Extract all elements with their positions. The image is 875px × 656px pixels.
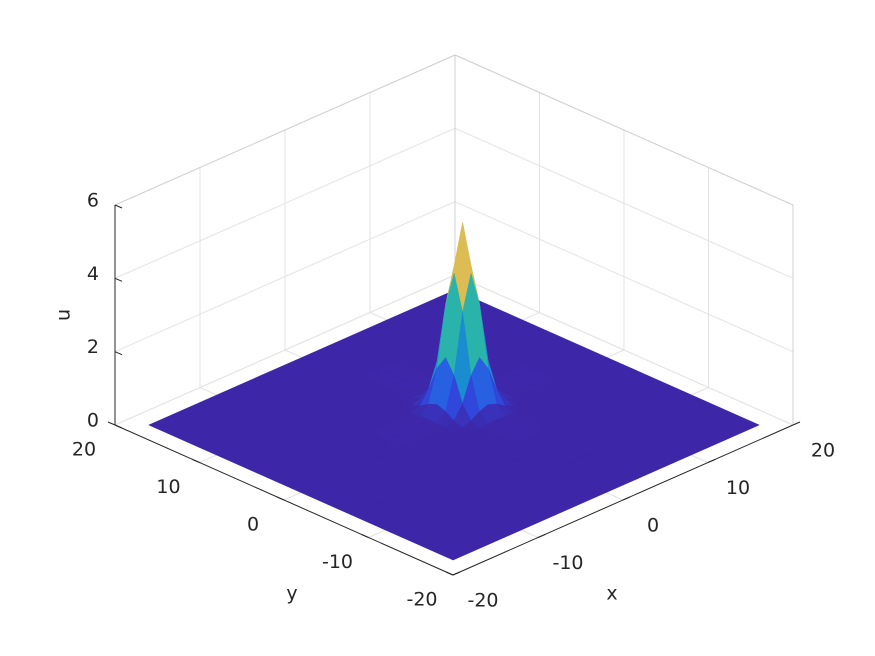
y-axis-label: y (286, 583, 297, 605)
x-axis-label: x (606, 583, 617, 605)
y-tick-label: 10 (156, 476, 180, 498)
x-tick (792, 421, 801, 426)
z-tick-label: 6 (87, 190, 99, 212)
z-tick-label: 2 (87, 336, 99, 358)
y-tick-label: -10 (322, 551, 353, 573)
z-axis-label: u (53, 309, 75, 321)
surface-cell (402, 514, 505, 561)
grid-line (114, 274, 456, 426)
y-tick-label: -20 (406, 589, 437, 611)
grid-line (454, 274, 794, 426)
x-tick (622, 496, 631, 501)
x-tick (452, 571, 461, 576)
y-tick (361, 534, 369, 538)
x-tick (707, 459, 716, 463)
y-tick-label: 20 (72, 439, 96, 461)
y-tick (107, 421, 116, 426)
y-tick-label: 0 (247, 514, 259, 536)
z-tick-label: 4 (87, 263, 99, 285)
x-tick-label: -10 (552, 552, 583, 574)
grid-line (454, 127, 794, 279)
axes: -20 -10 0 10 20 -20 -10 0 10 20 0 2 4 6 (72, 190, 835, 612)
y-tick (445, 571, 454, 576)
z-tick (114, 204, 123, 209)
grid-line (114, 127, 456, 279)
z-tick (114, 351, 123, 356)
x-tick-label: 10 (726, 477, 750, 499)
z-tick-label: 0 (87, 410, 99, 432)
y-tick (192, 459, 200, 463)
grid-line (114, 201, 456, 353)
x-tick (537, 534, 546, 538)
z-tick (114, 277, 123, 282)
x-tick-label: -20 (467, 590, 498, 612)
box-edge (454, 54, 794, 206)
x-tick-label: 20 (811, 440, 835, 462)
z-tick (114, 424, 123, 429)
x-tick-label: 0 (647, 515, 659, 537)
box-edge (114, 54, 456, 206)
y-tick (276, 496, 285, 501)
grid-line (454, 201, 794, 353)
surface (148, 222, 760, 561)
